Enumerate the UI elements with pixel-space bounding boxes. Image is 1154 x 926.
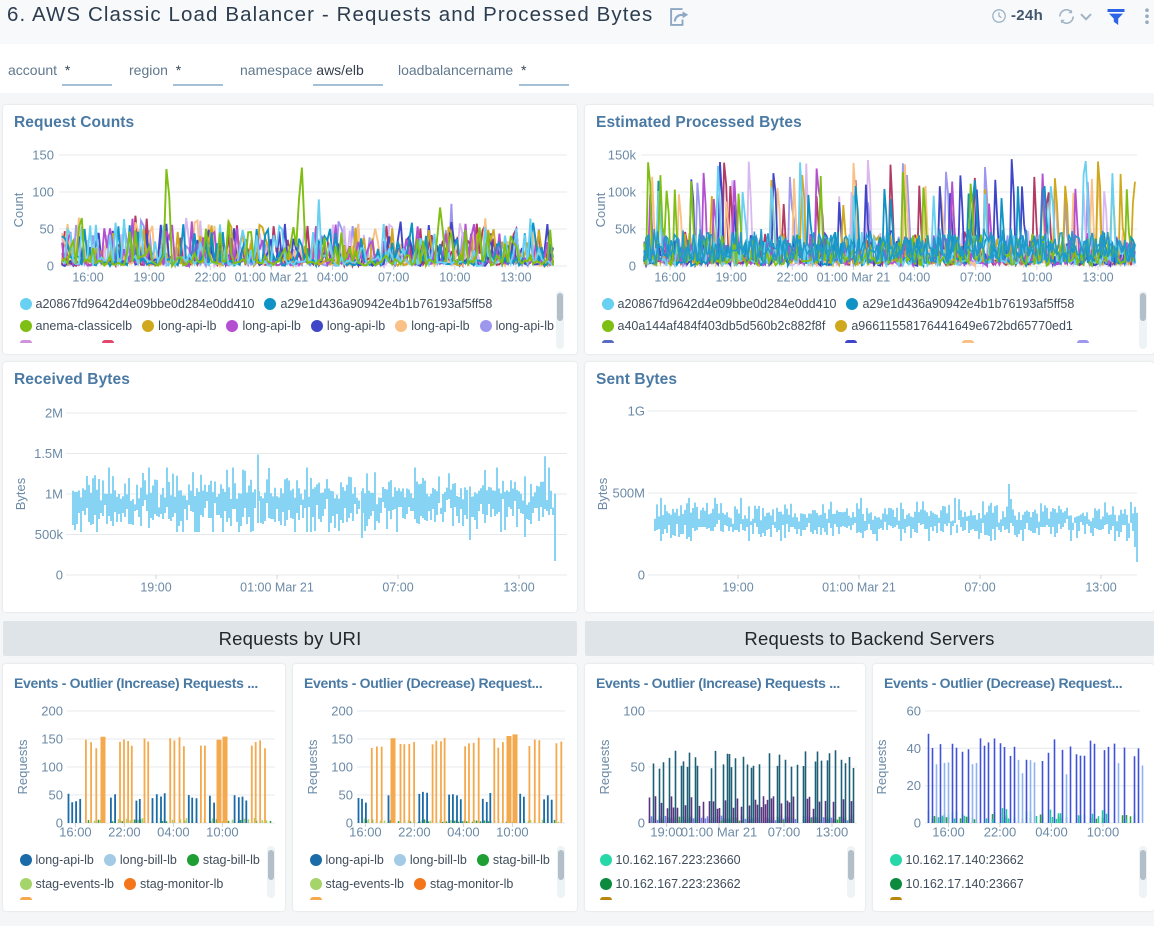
svg-text:19:00: 19:00 bbox=[140, 581, 171, 595]
svg-text:16:00: 16:00 bbox=[654, 271, 685, 285]
svg-text:16:00: 16:00 bbox=[59, 825, 92, 840]
svg-text:100: 100 bbox=[331, 760, 353, 775]
svg-text:16:00: 16:00 bbox=[932, 825, 965, 840]
svg-text:100: 100 bbox=[41, 760, 63, 775]
svg-text:1.5M: 1.5M bbox=[34, 446, 63, 461]
svg-text:13:00: 13:00 bbox=[1085, 581, 1116, 595]
svg-text:10:00: 10:00 bbox=[206, 825, 239, 840]
svg-text:04:00: 04:00 bbox=[899, 271, 930, 285]
svg-text:10:00: 10:00 bbox=[439, 271, 470, 285]
svg-text:01:00 Mar 21: 01:00 Mar 21 bbox=[681, 825, 758, 840]
svg-text:07:00: 07:00 bbox=[378, 271, 409, 285]
svg-text:20: 20 bbox=[907, 778, 921, 793]
svg-text:50k: 50k bbox=[615, 222, 636, 237]
svg-text:60: 60 bbox=[907, 704, 921, 719]
svg-text:100: 100 bbox=[623, 704, 645, 719]
svg-text:07:00: 07:00 bbox=[960, 271, 991, 285]
svg-text:200: 200 bbox=[41, 704, 63, 719]
svg-text:13:00: 13:00 bbox=[816, 825, 849, 840]
svg-text:50: 50 bbox=[40, 222, 54, 237]
svg-text:13:00: 13:00 bbox=[500, 271, 531, 285]
svg-text:01:00 Mar 21: 01:00 Mar 21 bbox=[240, 581, 314, 595]
svg-text:0: 0 bbox=[56, 816, 63, 831]
svg-text:19:00: 19:00 bbox=[722, 581, 753, 595]
svg-text:0: 0 bbox=[629, 259, 636, 274]
svg-text:16:00: 16:00 bbox=[349, 825, 382, 840]
svg-text:40: 40 bbox=[907, 741, 921, 756]
svg-text:04:00: 04:00 bbox=[317, 271, 348, 285]
svg-text:150k: 150k bbox=[608, 148, 637, 163]
svg-text:22:00: 22:00 bbox=[195, 271, 226, 285]
svg-text:Count: Count bbox=[11, 192, 26, 227]
svg-text:01:00 Mar 21: 01:00 Mar 21 bbox=[817, 271, 891, 285]
svg-text:150: 150 bbox=[41, 732, 63, 747]
svg-text:200: 200 bbox=[331, 704, 353, 719]
svg-text:2M: 2M bbox=[45, 406, 63, 421]
svg-text:150: 150 bbox=[32, 148, 54, 163]
svg-text:13:00: 13:00 bbox=[503, 581, 534, 595]
svg-text:10:00: 10:00 bbox=[1021, 271, 1052, 285]
svg-text:22:00: 22:00 bbox=[984, 825, 1017, 840]
svg-text:100k: 100k bbox=[608, 185, 637, 200]
svg-text:19:00: 19:00 bbox=[715, 271, 746, 285]
svg-text:50: 50 bbox=[339, 788, 353, 803]
svg-text:100: 100 bbox=[32, 185, 54, 200]
svg-text:19:00: 19:00 bbox=[133, 271, 164, 285]
svg-text:0: 0 bbox=[47, 259, 54, 274]
svg-text:150: 150 bbox=[331, 732, 353, 747]
svg-text:19:00: 19:00 bbox=[650, 825, 683, 840]
svg-text:10:00: 10:00 bbox=[1087, 825, 1120, 840]
svg-text:Bytes: Bytes bbox=[13, 477, 28, 510]
svg-text:04:00: 04:00 bbox=[447, 825, 480, 840]
svg-text:Requests: Requests bbox=[874, 739, 889, 794]
svg-text:0: 0 bbox=[638, 816, 645, 831]
svg-text:1M: 1M bbox=[45, 487, 63, 502]
svg-text:Requests: Requests bbox=[305, 739, 320, 794]
svg-text:01:00 Mar 21: 01:00 Mar 21 bbox=[235, 271, 309, 285]
svg-text:16:00: 16:00 bbox=[72, 271, 103, 285]
svg-text:22:00: 22:00 bbox=[398, 825, 431, 840]
svg-text:Requests: Requests bbox=[15, 739, 30, 794]
svg-text:22:00: 22:00 bbox=[777, 271, 808, 285]
svg-text:500k: 500k bbox=[35, 527, 64, 542]
svg-text:07:00: 07:00 bbox=[964, 581, 995, 595]
svg-text:Requests: Requests bbox=[597, 739, 612, 794]
svg-text:04:00: 04:00 bbox=[157, 825, 190, 840]
svg-text:1G: 1G bbox=[628, 404, 645, 419]
svg-text:07:00: 07:00 bbox=[768, 825, 801, 840]
svg-text:0: 0 bbox=[346, 816, 353, 831]
svg-text:0: 0 bbox=[914, 816, 921, 831]
svg-text:Count: Count bbox=[593, 192, 608, 227]
svg-text:50: 50 bbox=[631, 760, 645, 775]
svg-text:07:00: 07:00 bbox=[382, 581, 413, 595]
svg-text:22:00: 22:00 bbox=[108, 825, 141, 840]
svg-text:13:00: 13:00 bbox=[1082, 271, 1113, 285]
svg-text:Bytes: Bytes bbox=[595, 477, 610, 510]
svg-text:10:00: 10:00 bbox=[496, 825, 529, 840]
svg-text:04:00: 04:00 bbox=[1035, 825, 1068, 840]
svg-text:0: 0 bbox=[638, 568, 645, 583]
svg-text:50: 50 bbox=[49, 788, 63, 803]
svg-text:500M: 500M bbox=[612, 486, 645, 501]
svg-text:01:00 Mar 21: 01:00 Mar 21 bbox=[822, 581, 896, 595]
svg-text:0: 0 bbox=[56, 568, 63, 583]
